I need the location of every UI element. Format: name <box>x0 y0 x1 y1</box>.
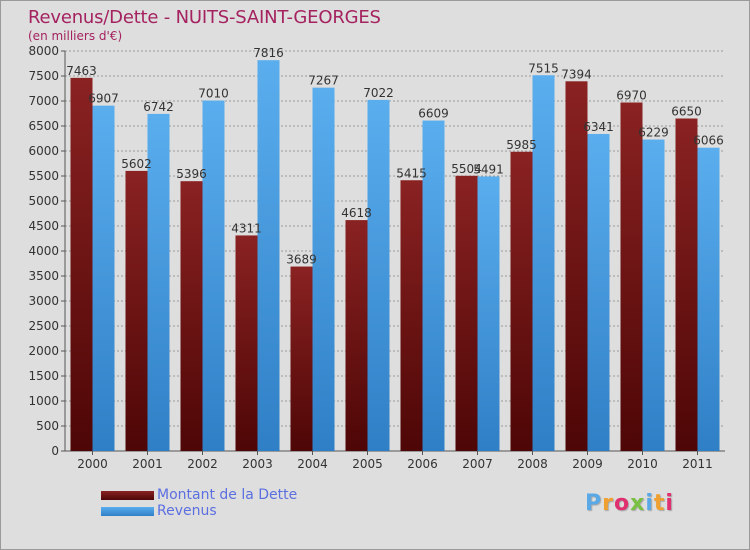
logo-letter: o <box>613 491 631 516</box>
bar-dette <box>180 181 203 451</box>
data-label: 5504 <box>451 162 482 176</box>
data-label: 5415 <box>396 166 427 180</box>
data-label: 5491 <box>473 162 504 176</box>
logo-letter: t <box>653 491 666 516</box>
y-tick-label: 500 <box>36 419 59 433</box>
bar-dette <box>345 220 368 451</box>
bar-revenus <box>642 139 665 452</box>
bar-revenus <box>147 113 170 452</box>
legend-label-dette: Montant de la Dette <box>157 487 298 503</box>
y-tick-label: 0 <box>51 444 59 458</box>
y-tick-label: 4500 <box>28 219 59 233</box>
x-tick-label: 2002 <box>187 457 218 471</box>
legend-swatch-revenus <box>101 507 154 516</box>
data-label: 6341 <box>583 120 614 134</box>
x-tick-label: 2004 <box>297 457 328 471</box>
bar-revenus <box>422 120 445 452</box>
bar-revenus <box>92 105 115 452</box>
y-tick-label: 6500 <box>28 119 59 133</box>
data-label: 6970 <box>616 89 647 103</box>
data-label: 7022 <box>363 86 394 100</box>
data-label: 6650 <box>671 105 702 119</box>
y-tick-label: 3000 <box>28 294 59 308</box>
y-tick-label: 2500 <box>28 319 59 333</box>
bar-dette <box>675 118 698 451</box>
bar-dette <box>455 175 478 452</box>
y-tick-label: 5000 <box>28 194 59 208</box>
data-label: 6742 <box>143 100 174 114</box>
y-tick-label: 3500 <box>28 269 59 283</box>
bar-dette <box>125 170 148 451</box>
data-label: 7267 <box>308 74 339 88</box>
data-label: 7463 <box>66 64 97 78</box>
data-label: 7515 <box>528 61 559 75</box>
data-label: 4618 <box>341 206 372 220</box>
bar-dette <box>620 102 643 451</box>
data-label: 7394 <box>561 67 592 81</box>
data-label: 6907 <box>88 92 119 106</box>
y-tick-label: 8000 <box>28 44 59 58</box>
y-tick-label: 6000 <box>28 144 59 158</box>
x-tick-label: 2007 <box>462 457 493 471</box>
bar-revenus <box>477 176 500 451</box>
chart-title: Revenus/Dette - NUITS-SAINT-GEORGES <box>28 7 381 28</box>
logo-letter: x <box>630 491 646 516</box>
bar-revenus <box>587 133 610 451</box>
data-label: 7010 <box>198 87 229 101</box>
x-tick-label: 2010 <box>627 457 658 471</box>
y-tick-label: 7000 <box>28 94 59 108</box>
bar-revenus <box>367 99 390 452</box>
bar-revenus <box>312 87 335 452</box>
chart-subtitle: (en milliers d'€) <box>28 29 123 43</box>
x-tick-label: 2009 <box>572 457 603 471</box>
data-label: 7816 <box>253 46 284 60</box>
data-label: 4311 <box>231 221 262 235</box>
bar-chart: 0 500 1000 1500 2000 2500 3000 3500 4000 4500 5000… <box>28 44 725 471</box>
bar-dette <box>400 180 423 451</box>
data-label: 6066 <box>693 134 724 148</box>
x-tick-label: 2005 <box>352 457 383 471</box>
data-label: 5396 <box>176 167 207 181</box>
y-tick-label: 4000 <box>28 244 59 258</box>
data-label: 3689 <box>286 253 317 267</box>
bar-dette <box>290 266 313 451</box>
bar-revenus <box>532 75 555 451</box>
x-tick-label: 2011 <box>682 457 713 471</box>
logo-letter: P <box>585 491 603 516</box>
proxiti-logo: Proxiti <box>585 491 674 516</box>
bar-revenus <box>202 100 225 451</box>
x-tick-label: 2001 <box>132 457 163 471</box>
bar-dette <box>70 77 93 451</box>
bar-revenus <box>697 147 720 451</box>
bar-dette <box>510 151 533 451</box>
legend-swatch-dette <box>101 491 154 500</box>
x-tick-label: 2000 <box>77 457 108 471</box>
logo-letter: r <box>602 491 614 516</box>
x-tick-label: 2006 <box>407 457 438 471</box>
x-tick-label: 2003 <box>242 457 273 471</box>
y-tick-label: 1000 <box>28 394 59 408</box>
x-tick-label: 2008 <box>517 457 548 471</box>
y-tick-label: 1500 <box>28 369 59 383</box>
bar-dette <box>235 235 258 451</box>
logo-letter: i <box>645 491 654 516</box>
y-tick-label: 5500 <box>28 169 59 183</box>
data-label: 5985 <box>506 138 537 152</box>
data-label: 6609 <box>418 107 449 121</box>
y-tick-label: 2000 <box>28 344 59 358</box>
y-tick-label: 7500 <box>28 69 59 83</box>
bar-dette <box>565 81 588 452</box>
legend-label-revenus: Revenus <box>157 503 217 519</box>
data-label: 5602 <box>121 157 152 171</box>
logo-letter: i <box>665 491 674 516</box>
data-label: 6229 <box>638 126 669 140</box>
bar-revenus <box>257 60 280 451</box>
